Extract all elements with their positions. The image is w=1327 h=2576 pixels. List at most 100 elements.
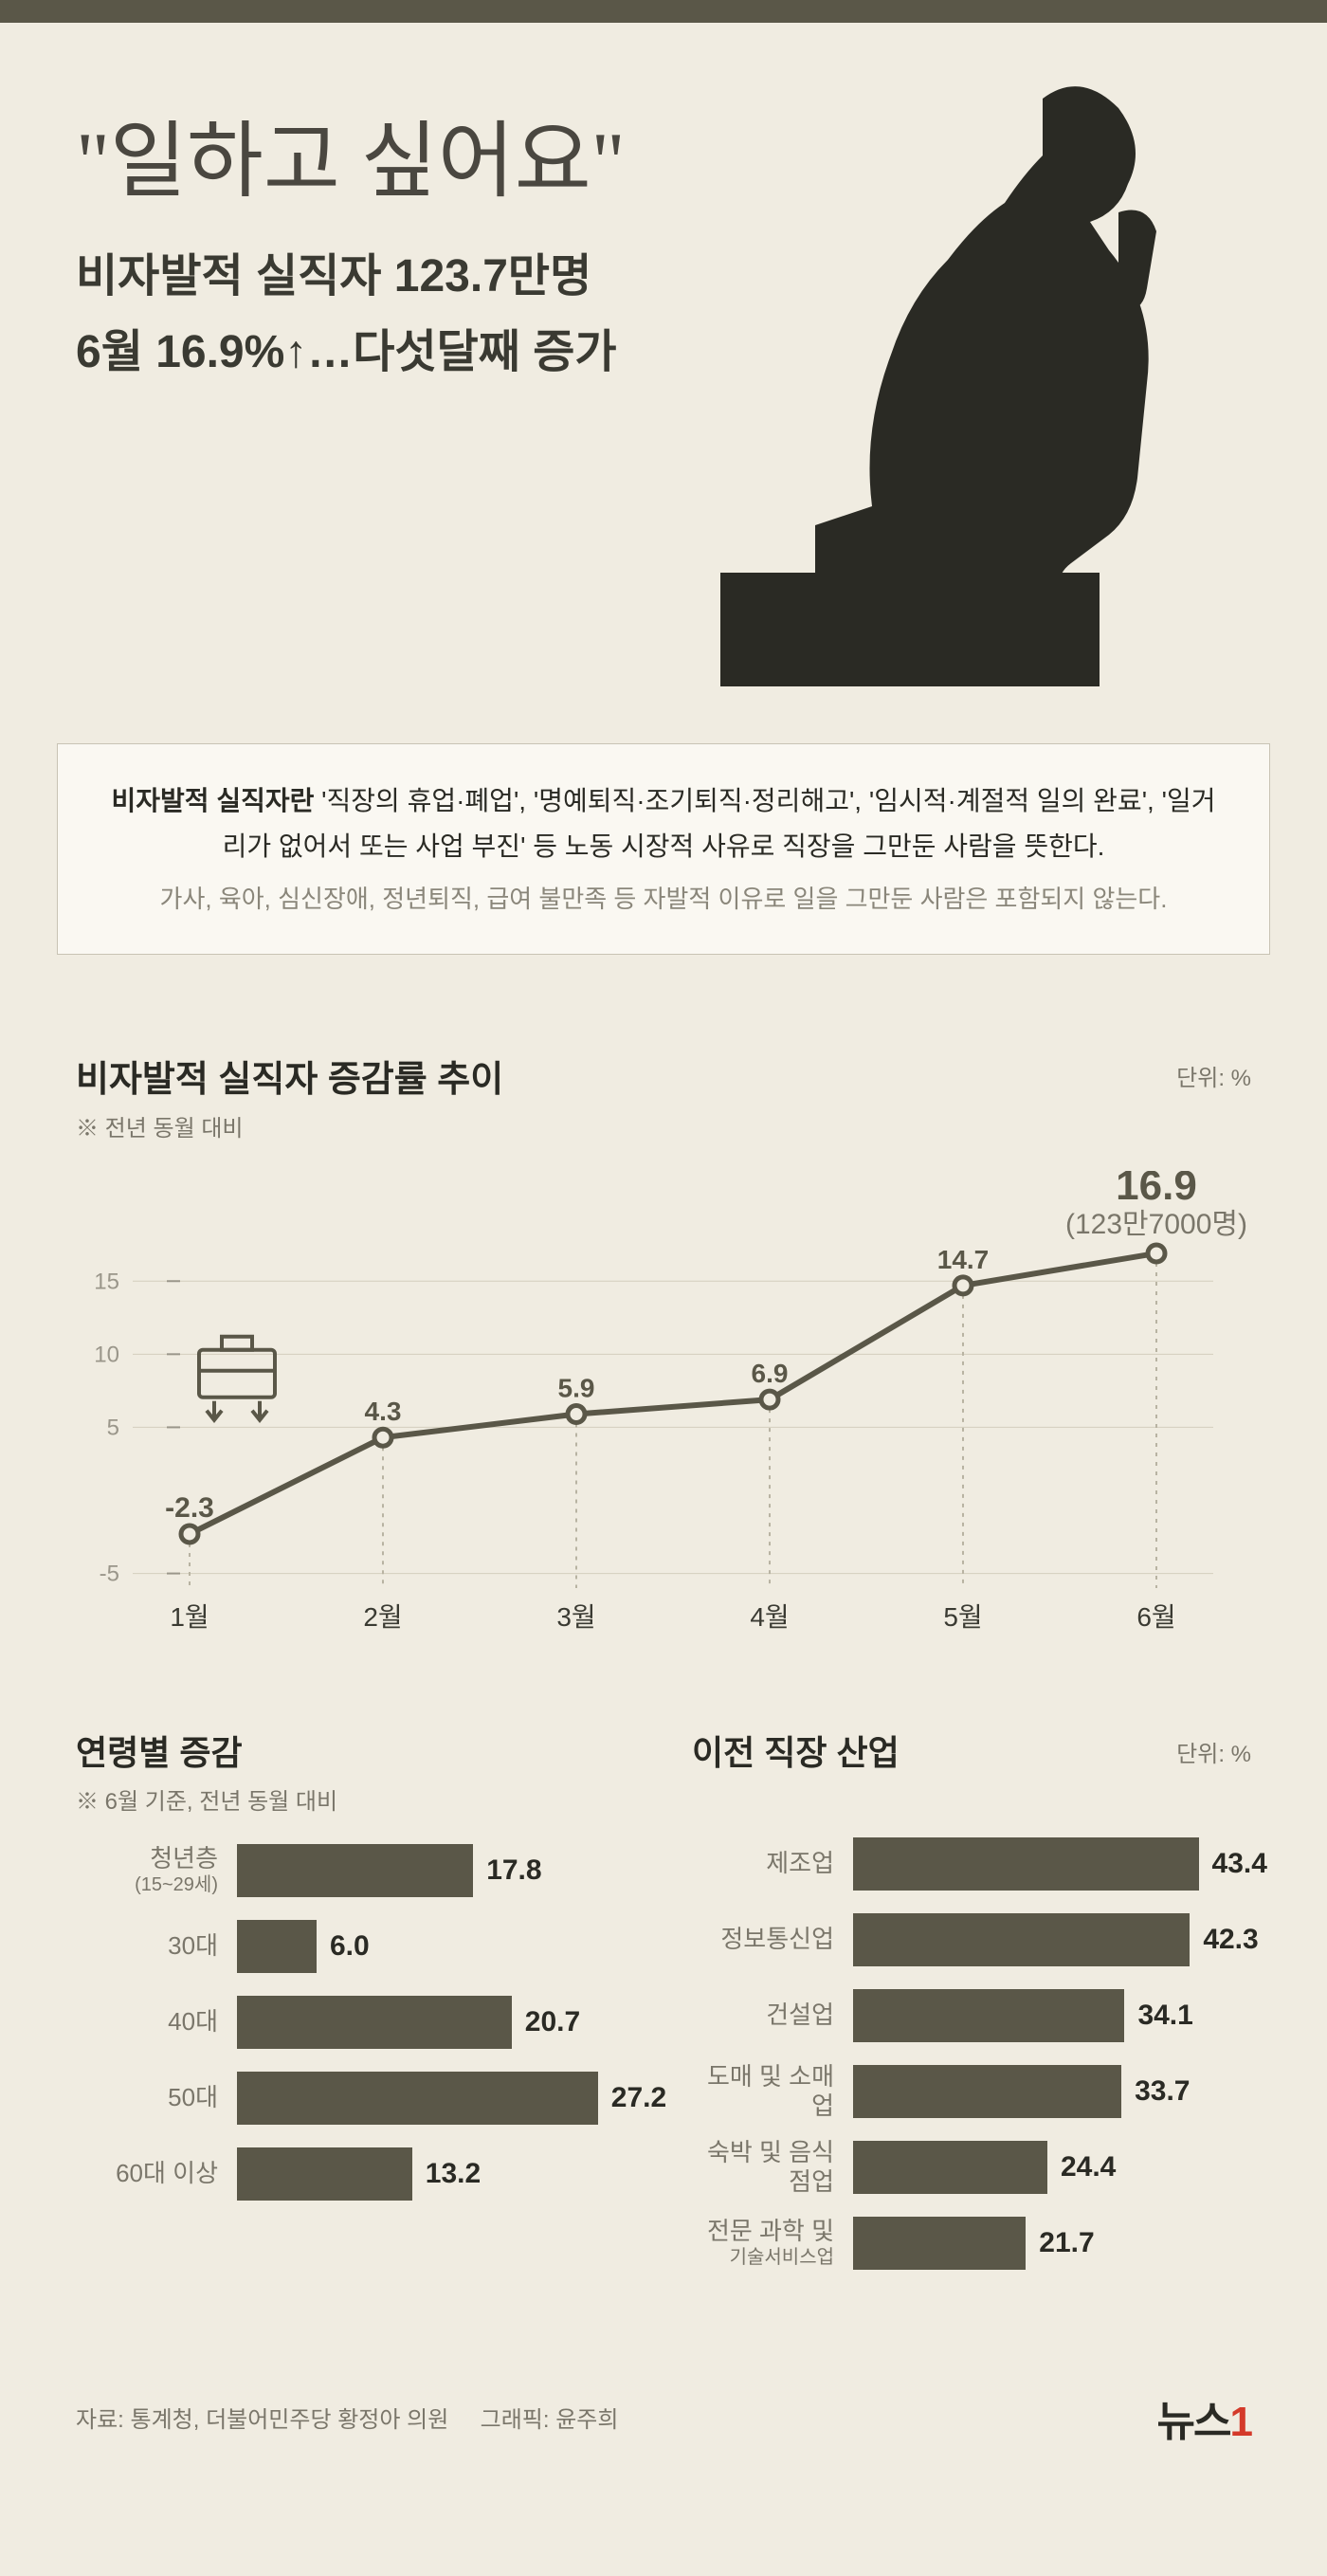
definition-rest: '직장의 휴업·폐업', '명예퇴직·조기퇴직·정리해고', '임시적·계절적 …: [223, 786, 1216, 861]
hbar-label: 도매 및 소매업: [692, 2062, 853, 2121]
hbar-label: 제조업: [692, 1849, 853, 1878]
svg-text:1월: 1월: [170, 1602, 209, 1632]
svg-text:15: 15: [94, 1269, 119, 1294]
footer-source: 자료: 통계청, 더불어민주당 황정아 의원: [76, 2407, 448, 2433]
definition-main: 비자발적 실직자란 '직장의 휴업·폐업', '명예퇴직·조기퇴직·정리해고',…: [105, 778, 1222, 868]
hbar-track: 43.4: [853, 1837, 1251, 1891]
hbar-track: 34.1: [853, 1989, 1251, 2042]
svg-text:(123만7000명): (123만7000명): [1065, 1209, 1247, 1240]
hbar-fill: [853, 1989, 1124, 2042]
svg-text:14.7: 14.7: [937, 1245, 990, 1274]
hbar-value: 6.0: [330, 1930, 370, 1963]
definition-box: 비자발적 실직자란 '직장의 휴업·폐업', '명예퇴직·조기퇴직·정리해고',…: [57, 743, 1270, 955]
age-chart-note: ※ 6월 기준, 전년 동월 대비: [76, 1782, 635, 1816]
industry-chart-col: 이전 직장 산업 단위: % 제조업43.4 정보통신업42.3 건설업 34.1 도매…: [692, 1726, 1251, 2293]
hero-sub2-b: …다섯달째 증가: [307, 327, 616, 377]
hero-section: "일하고 싶어요" 비자발적 실직자 123.7만명 6월 16.9%↑…다섯달…: [0, 23, 1327, 743]
hbar-fill: [853, 2217, 1026, 2270]
hbar-track: 13.2: [237, 2147, 635, 2201]
hbar-fill: [237, 1920, 317, 1973]
line-chart-title: 비자발적 실직자 증감률 추이: [76, 1050, 1251, 1102]
age-chart-title: 연령별 증감: [76, 1726, 635, 1775]
line-chart-section: 비자발적 실직자 증감률 추이 ※ 전년 동월 대비 단위: % 16.9(12…: [0, 1012, 1327, 1688]
svg-text:2월: 2월: [363, 1602, 402, 1632]
hbar-label: 전문 과학 및기술서비스업: [692, 2217, 853, 2269]
hbar-track: 21.7: [853, 2217, 1251, 2270]
svg-text:3월: 3월: [556, 1602, 595, 1632]
hbar-row: 30대 6.0: [76, 1920, 635, 1973]
svg-text:-2.3: -2.3: [165, 1492, 214, 1524]
svg-text:-5: -5: [100, 1561, 119, 1586]
news1-logo: 뉴스1: [1157, 2387, 1251, 2448]
hbar-label: 30대: [76, 1931, 237, 1961]
svg-text:6.9: 6.9: [752, 1359, 789, 1388]
hbar-value: 13.2: [426, 2158, 481, 2190]
svg-text:5: 5: [107, 1415, 119, 1440]
hbar-row: 정보통신업42.3: [692, 1913, 1251, 1966]
footer-credits: 자료: 통계청, 더불어민주당 황정아 의원 그래픽: 윤주희: [76, 2401, 618, 2434]
hbar-row: 60대 이상 13.2: [76, 2147, 635, 2201]
hbar-row: 50대27.2: [76, 2072, 635, 2125]
definition-lead: 비자발적 실직자란: [112, 786, 315, 815]
hbar-fill: [237, 2147, 412, 2201]
hbar-track: 33.7: [853, 2065, 1251, 2118]
line-chart-unit: 단위: %: [1176, 1059, 1251, 1092]
hbar-label: 숙박 및 음식점업: [692, 2138, 853, 2197]
footer-graphic: 그래픽: 윤주희: [481, 2407, 619, 2433]
svg-text:6월: 6월: [1136, 1602, 1175, 1632]
hbar-row: 청년층(15~29세) 17.8: [76, 1844, 635, 1897]
hbar-row: 도매 및 소매업 33.7: [692, 2065, 1251, 2118]
svg-text:4월: 4월: [750, 1602, 789, 1632]
line-chart-svg: 16.9(123만7000명)-551015 -2.34.35.96.914.7…: [76, 1171, 1251, 1645]
hbar-row: 숙박 및 음식점업 24.4: [692, 2141, 1251, 2194]
hbar-track: 27.2: [237, 2072, 635, 2125]
age-bars-container: 청년층(15~29세) 17.8 30대 6.0 40대 20.7 50대27.2 60대 이…: [76, 1844, 635, 2201]
hbar-value: 43.4: [1212, 1848, 1267, 1880]
hbar-value: 17.8: [486, 1854, 541, 1887]
industry-bars-container: 제조업43.4 정보통신업42.3 건설업 34.1 도매 및 소매업 33.7 숙박 및 …: [692, 1837, 1251, 2270]
hbar-label: 건설업: [692, 2001, 853, 2030]
hbar-track: 6.0: [237, 1920, 635, 1973]
hbar-row: 전문 과학 및기술서비스업21.7: [692, 2217, 1251, 2270]
hero-sub2-a: 6월 16.9%: [76, 327, 284, 377]
hbar-fill: [853, 2141, 1047, 2194]
logo-text: 뉴스: [1157, 2399, 1230, 2445]
hbar-value: 42.3: [1203, 1924, 1258, 1956]
hbar-track: 24.4: [853, 2141, 1251, 2194]
hbar-row: 건설업 34.1: [692, 1989, 1251, 2042]
svg-text:16.9: 16.9: [1116, 1171, 1197, 1209]
up-arrow-icon: ↑: [284, 326, 307, 378]
footer: 자료: 통계청, 더불어민주당 황정아 의원 그래픽: 윤주희 뉴스1: [0, 2349, 1327, 2495]
hbar-value: 27.2: [611, 2082, 666, 2114]
age-chart-col: 연령별 증감 ※ 6월 기준, 전년 동월 대비 청년층(15~29세) 17.8…: [76, 1726, 635, 2293]
hbar-label: 청년층(15~29세): [76, 1844, 237, 1896]
svg-text:5월: 5월: [943, 1602, 982, 1632]
top-accent-bar: [0, 0, 1327, 23]
hbar-row: 40대 20.7: [76, 1996, 635, 2049]
hbar-track: 20.7: [237, 1996, 635, 2049]
hbar-label: 60대 이상: [76, 2159, 237, 2188]
hbar-value: 20.7: [525, 2006, 580, 2038]
hbar-fill: [853, 1913, 1190, 1966]
hbar-fill: [237, 2072, 598, 2125]
industry-chart-title: 이전 직장 산업: [692, 1726, 1251, 1775]
hbar-label: 50대: [76, 2083, 237, 2112]
hbar-value: 34.1: [1137, 2000, 1192, 2032]
hbar-value: 24.4: [1061, 2151, 1116, 2183]
hbar-fill: [237, 1996, 512, 2049]
bottom-charts: 연령별 증감 ※ 6월 기준, 전년 동월 대비 청년층(15~29세) 17.8…: [0, 1688, 1327, 2349]
hbar-value: 33.7: [1135, 2075, 1190, 2108]
line-chart-note: ※ 전년 동월 대비: [76, 1109, 1251, 1142]
hbar-label: 정보통신업: [692, 1925, 853, 1954]
svg-text:10: 10: [94, 1342, 119, 1367]
hbar-row: 제조업43.4: [692, 1837, 1251, 1891]
hbar-label: 40대: [76, 2007, 237, 2037]
silhouette-figure: [701, 42, 1289, 686]
hbar-fill: [853, 1837, 1199, 1891]
hbar-track: 42.3: [853, 1913, 1251, 1966]
hbar-track: 17.8: [237, 1844, 635, 1897]
svg-text:5.9: 5.9: [558, 1373, 595, 1402]
industry-chart-unit: 단위: %: [1176, 1735, 1251, 1768]
hbar-fill: [853, 2065, 1121, 2118]
hbar-fill: [237, 1844, 473, 1897]
